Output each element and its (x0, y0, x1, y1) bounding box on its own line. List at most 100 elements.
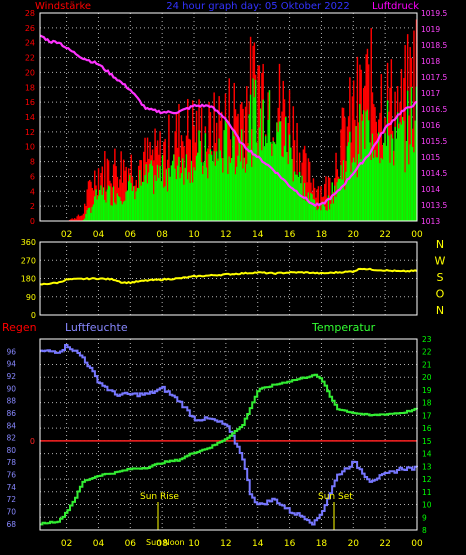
wind-bar (330, 203, 332, 221)
wind-bar (256, 142, 258, 221)
gust-bar (86, 189, 88, 221)
wind-bar (194, 170, 197, 221)
temperature-y-tick: 14 (422, 450, 432, 459)
wind-bar (173, 154, 175, 221)
wind-bar (187, 179, 189, 221)
gust-bar (352, 80, 355, 221)
rain-axis-label: Regen (2, 321, 37, 334)
wind-bar (215, 151, 218, 221)
wind-bar (163, 187, 165, 221)
compass-label: N (436, 238, 444, 251)
wind-bar (231, 158, 233, 221)
wind-bar (259, 108, 262, 221)
wind-y-tick: 16 (25, 98, 35, 107)
wind-bar (362, 110, 365, 221)
gust-bar (82, 213, 85, 221)
wind-bar (219, 150, 222, 221)
wind-bar (139, 170, 141, 221)
wind-bar (202, 174, 204, 221)
wind-bar (213, 151, 215, 221)
wind-bar (209, 149, 212, 221)
wind-bar (329, 209, 331, 221)
temperature-y-tick: 13 (422, 462, 432, 471)
wind-bar (149, 163, 151, 221)
wind-bar (271, 155, 273, 221)
x-tick-label: 14 (252, 539, 264, 549)
wind-y-tick: 2 (30, 202, 35, 211)
rain-y-tick: 0 (30, 437, 35, 446)
wind-bar (85, 214, 87, 221)
temperature-y-tick: 17 (422, 411, 432, 420)
wind-bar (164, 186, 166, 221)
wind-bar (340, 165, 342, 221)
wind-bar (109, 186, 111, 221)
wind-bar (237, 155, 239, 221)
sun-noon-label: Sun Noon (146, 538, 185, 547)
wind-bar (375, 157, 377, 221)
wind-bar (154, 175, 156, 221)
wind-axis-label: Windstärke (35, 1, 91, 12)
humidity-y-tick: 94 (6, 360, 16, 369)
wind-bar (144, 175, 146, 221)
wind-bar (183, 184, 185, 221)
wind-bar (249, 94, 252, 221)
gust-bar (228, 78, 230, 221)
direction-y-ticks: 0 90 180 270 360 (21, 238, 36, 320)
wind-bar (321, 201, 323, 221)
gust-bar (302, 149, 305, 221)
wind-bar (146, 183, 149, 221)
wind-y-tick: 20 (25, 68, 35, 77)
wind-bar (111, 205, 114, 221)
wind-bar (399, 122, 401, 221)
temperature-y-tick: 9 (422, 513, 427, 522)
wind-bar (324, 206, 326, 221)
wind-bar (220, 158, 223, 221)
wind-bar (169, 176, 171, 221)
wind-y-tick: 22 (25, 54, 35, 63)
gust-bar (77, 214, 80, 221)
gust-bar (305, 153, 307, 221)
wind-bar (403, 120, 405, 221)
wind-bar (114, 202, 116, 221)
direction-plot-frame (39, 241, 418, 316)
wind-bar (200, 162, 203, 221)
humidity-y-tick: 80 (6, 446, 16, 455)
x-tick-label: 06 (125, 539, 137, 549)
wind-bar (406, 90, 409, 221)
wind-bar (326, 210, 328, 221)
humidity-y-tick: 76 (6, 471, 16, 480)
x-tick-label: 06 (125, 230, 137, 240)
wind-bar (312, 199, 315, 221)
wind-bar (264, 136, 267, 221)
humidity-temperature-panel: Sun Rise Sun Set Sun Noon 68707274767880… (6, 335, 431, 549)
compass-label: W (435, 255, 446, 268)
wind-bar (373, 157, 375, 221)
gust-bar (183, 146, 185, 221)
wind-bar (298, 172, 301, 221)
wind-bar (278, 121, 281, 221)
wind-bar (150, 160, 153, 221)
wind-bar (307, 192, 310, 221)
wind-bar (248, 114, 251, 221)
wind-bar (102, 187, 105, 221)
wind-bar (161, 155, 164, 221)
wind-bar (210, 154, 213, 221)
wind-bar (325, 210, 327, 221)
wind-bar (214, 165, 217, 221)
compass-label: N (436, 304, 444, 317)
gust-bar (413, 30, 415, 221)
wind-bar (273, 142, 276, 221)
gust-bar (308, 161, 311, 221)
temperature-y-tick: 10 (422, 501, 432, 510)
rain-y-ticks: 0 (30, 437, 35, 446)
gust-bar (356, 56, 359, 222)
x-tick-label: 12 (220, 539, 231, 549)
wind-y-tick: 12 (25, 128, 35, 137)
x-tick-label: 10 (188, 230, 200, 240)
wind-bar (381, 159, 384, 221)
wind-bar (199, 141, 202, 221)
wind-bar (166, 191, 169, 221)
gust-bar (101, 166, 104, 221)
gust-bar (409, 47, 411, 221)
wind-x-ticks: 02 04 06 08 10 12 14 16 18 20 22 00 (61, 230, 423, 240)
